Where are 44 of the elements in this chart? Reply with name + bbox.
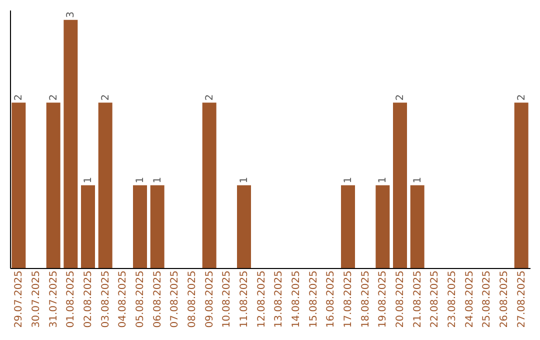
x-tick-label: 15.08.2025 [308,270,320,328]
data-label: 1 [152,176,164,184]
x-tick-label: 01.08.2025 [66,270,77,328]
x-tick-label: 04.08.2025 [118,270,129,328]
x-tick-label: 16.08.2025 [326,270,337,328]
x-tick-label: 09.08.2025 [204,270,216,328]
x-tick-label: 26.08.2025 [499,270,510,328]
data-label: 2 [48,94,60,101]
data-label: 2 [204,94,216,101]
data-label: 1 [239,176,250,184]
x-tick-label: 18.08.2025 [360,270,372,328]
x-tick-label: 12.08.2025 [256,270,268,328]
x-tick-label: 11.08.2025 [239,270,250,328]
data-label: 1 [378,176,389,184]
data-label: 1 [83,176,94,184]
x-tick-label: 02.08.2025 [83,270,94,328]
data-label: 2 [100,94,112,101]
x-tick-label: 03.08.2025 [100,270,112,328]
x-tick-label: 30.07.2025 [31,270,42,328]
data-label: 2 [395,94,406,101]
x-tick-label: 14.08.2025 [291,270,302,328]
x-tick-label: 05.08.2025 [135,270,146,328]
x-tick-label: 25.08.2025 [482,270,493,328]
data-label: 2 [516,94,528,101]
x-tick-label: 07.08.2025 [170,270,181,328]
x-tick-label: 06.08.2025 [152,270,164,328]
data-label: 1 [343,176,354,184]
x-tick-label: 13.08.2025 [274,270,285,328]
data-label: 1 [135,176,146,184]
x-tick-label: 31.07.2025 [48,270,60,328]
x-tick-label: 10.08.2025 [222,270,233,328]
data-label: 3 [66,12,77,18]
x-tick-label: 21.08.2025 [412,270,424,328]
x-tick-label: 23.08.2025 [447,270,458,328]
data-label: 2 [14,94,25,101]
x-tick-label: 27.08.2025 [516,270,528,328]
x-tick-label: 22.08.2025 [430,270,441,328]
x-tick-label: 17.08.2025 [343,270,354,328]
x-tick-label: 20.08.2025 [395,270,406,328]
data-label: 1 [412,176,424,184]
x-tick-label: 24.08.2025 [464,270,476,328]
x-tick-label: 19.08.2025 [378,270,389,328]
x-tick-label: 08.08.2025 [187,270,198,328]
x-tick-label: 29.07.2025 [14,270,25,328]
